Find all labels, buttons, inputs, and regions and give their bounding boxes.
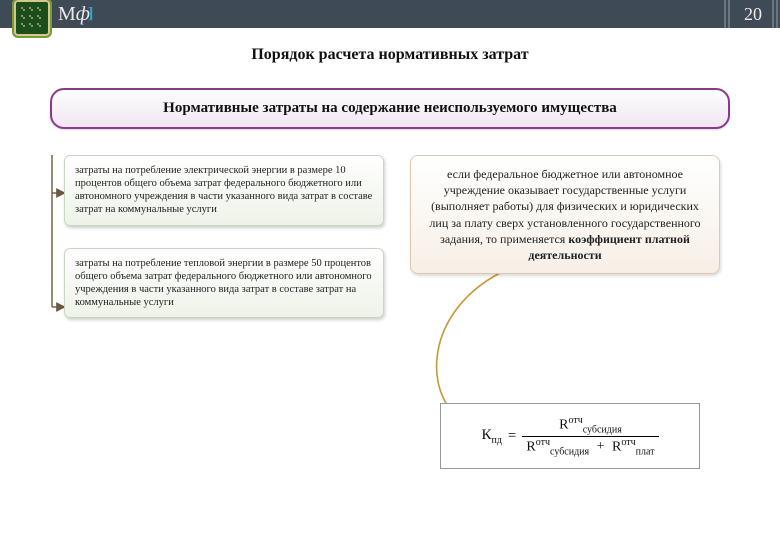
main-category-box: Нормативные затраты на содержание неиспо… <box>50 88 730 129</box>
formula-den-sub2: плат <box>636 446 655 457</box>
right-box: если федеральное бюджетное или автономно… <box>410 155 720 274</box>
page-title: Порядок расчета нормативных затрат <box>0 46 780 64</box>
left-box-2: затраты на потребление тепловой энергии … <box>64 248 384 319</box>
formula-plus: + <box>597 439 605 454</box>
brand-m: М <box>58 3 76 25</box>
formula-den-sub1: субсидия <box>550 446 589 457</box>
brand-bracket: ] <box>88 5 93 23</box>
formula-denominator: Rотчсубсидия + Rотчплат <box>522 437 658 457</box>
formula-K-sub: пд <box>491 435 501 446</box>
header-stripes-right <box>772 0 780 28</box>
logo-emblem <box>12 0 52 38</box>
formula-den-R1: R <box>526 439 535 454</box>
formula-den-sup2: отч <box>621 437 635 448</box>
formula-numerator: Rотчсубсидия <box>555 415 626 435</box>
formula-num-sub: субсидия <box>583 425 622 436</box>
page-number: 20 <box>736 0 770 28</box>
formula-K: К <box>481 427 491 443</box>
brand-text: Мф <box>58 3 90 26</box>
formula-lhs: Кпд <box>481 427 501 446</box>
header-stripes-left <box>724 0 732 28</box>
formula-box: Кпд = Rотчсубсидия Rотчсубсидия + Rотчпл… <box>440 403 700 469</box>
left-column: затраты на потребление электрической эне… <box>64 155 384 340</box>
formula-fraction: Rотчсубсидия Rотчсубсидия + Rотчплат <box>522 415 658 457</box>
formula-equation: Кпд = Rотчсубсидия Rотчсубсидия + Rотчпл… <box>481 415 658 457</box>
left-box-1: затраты на потребление электрической эне… <box>64 155 384 226</box>
right-column: если федеральное бюджетное или автономно… <box>410 155 720 274</box>
formula-num-sup: отч <box>568 415 582 426</box>
header-bar: Мф ] 20 <box>0 0 780 28</box>
formula-den-sup1: отч <box>536 437 550 448</box>
formula-den-R2: R <box>612 439 621 454</box>
formula-eq-sign: = <box>508 428 516 445</box>
